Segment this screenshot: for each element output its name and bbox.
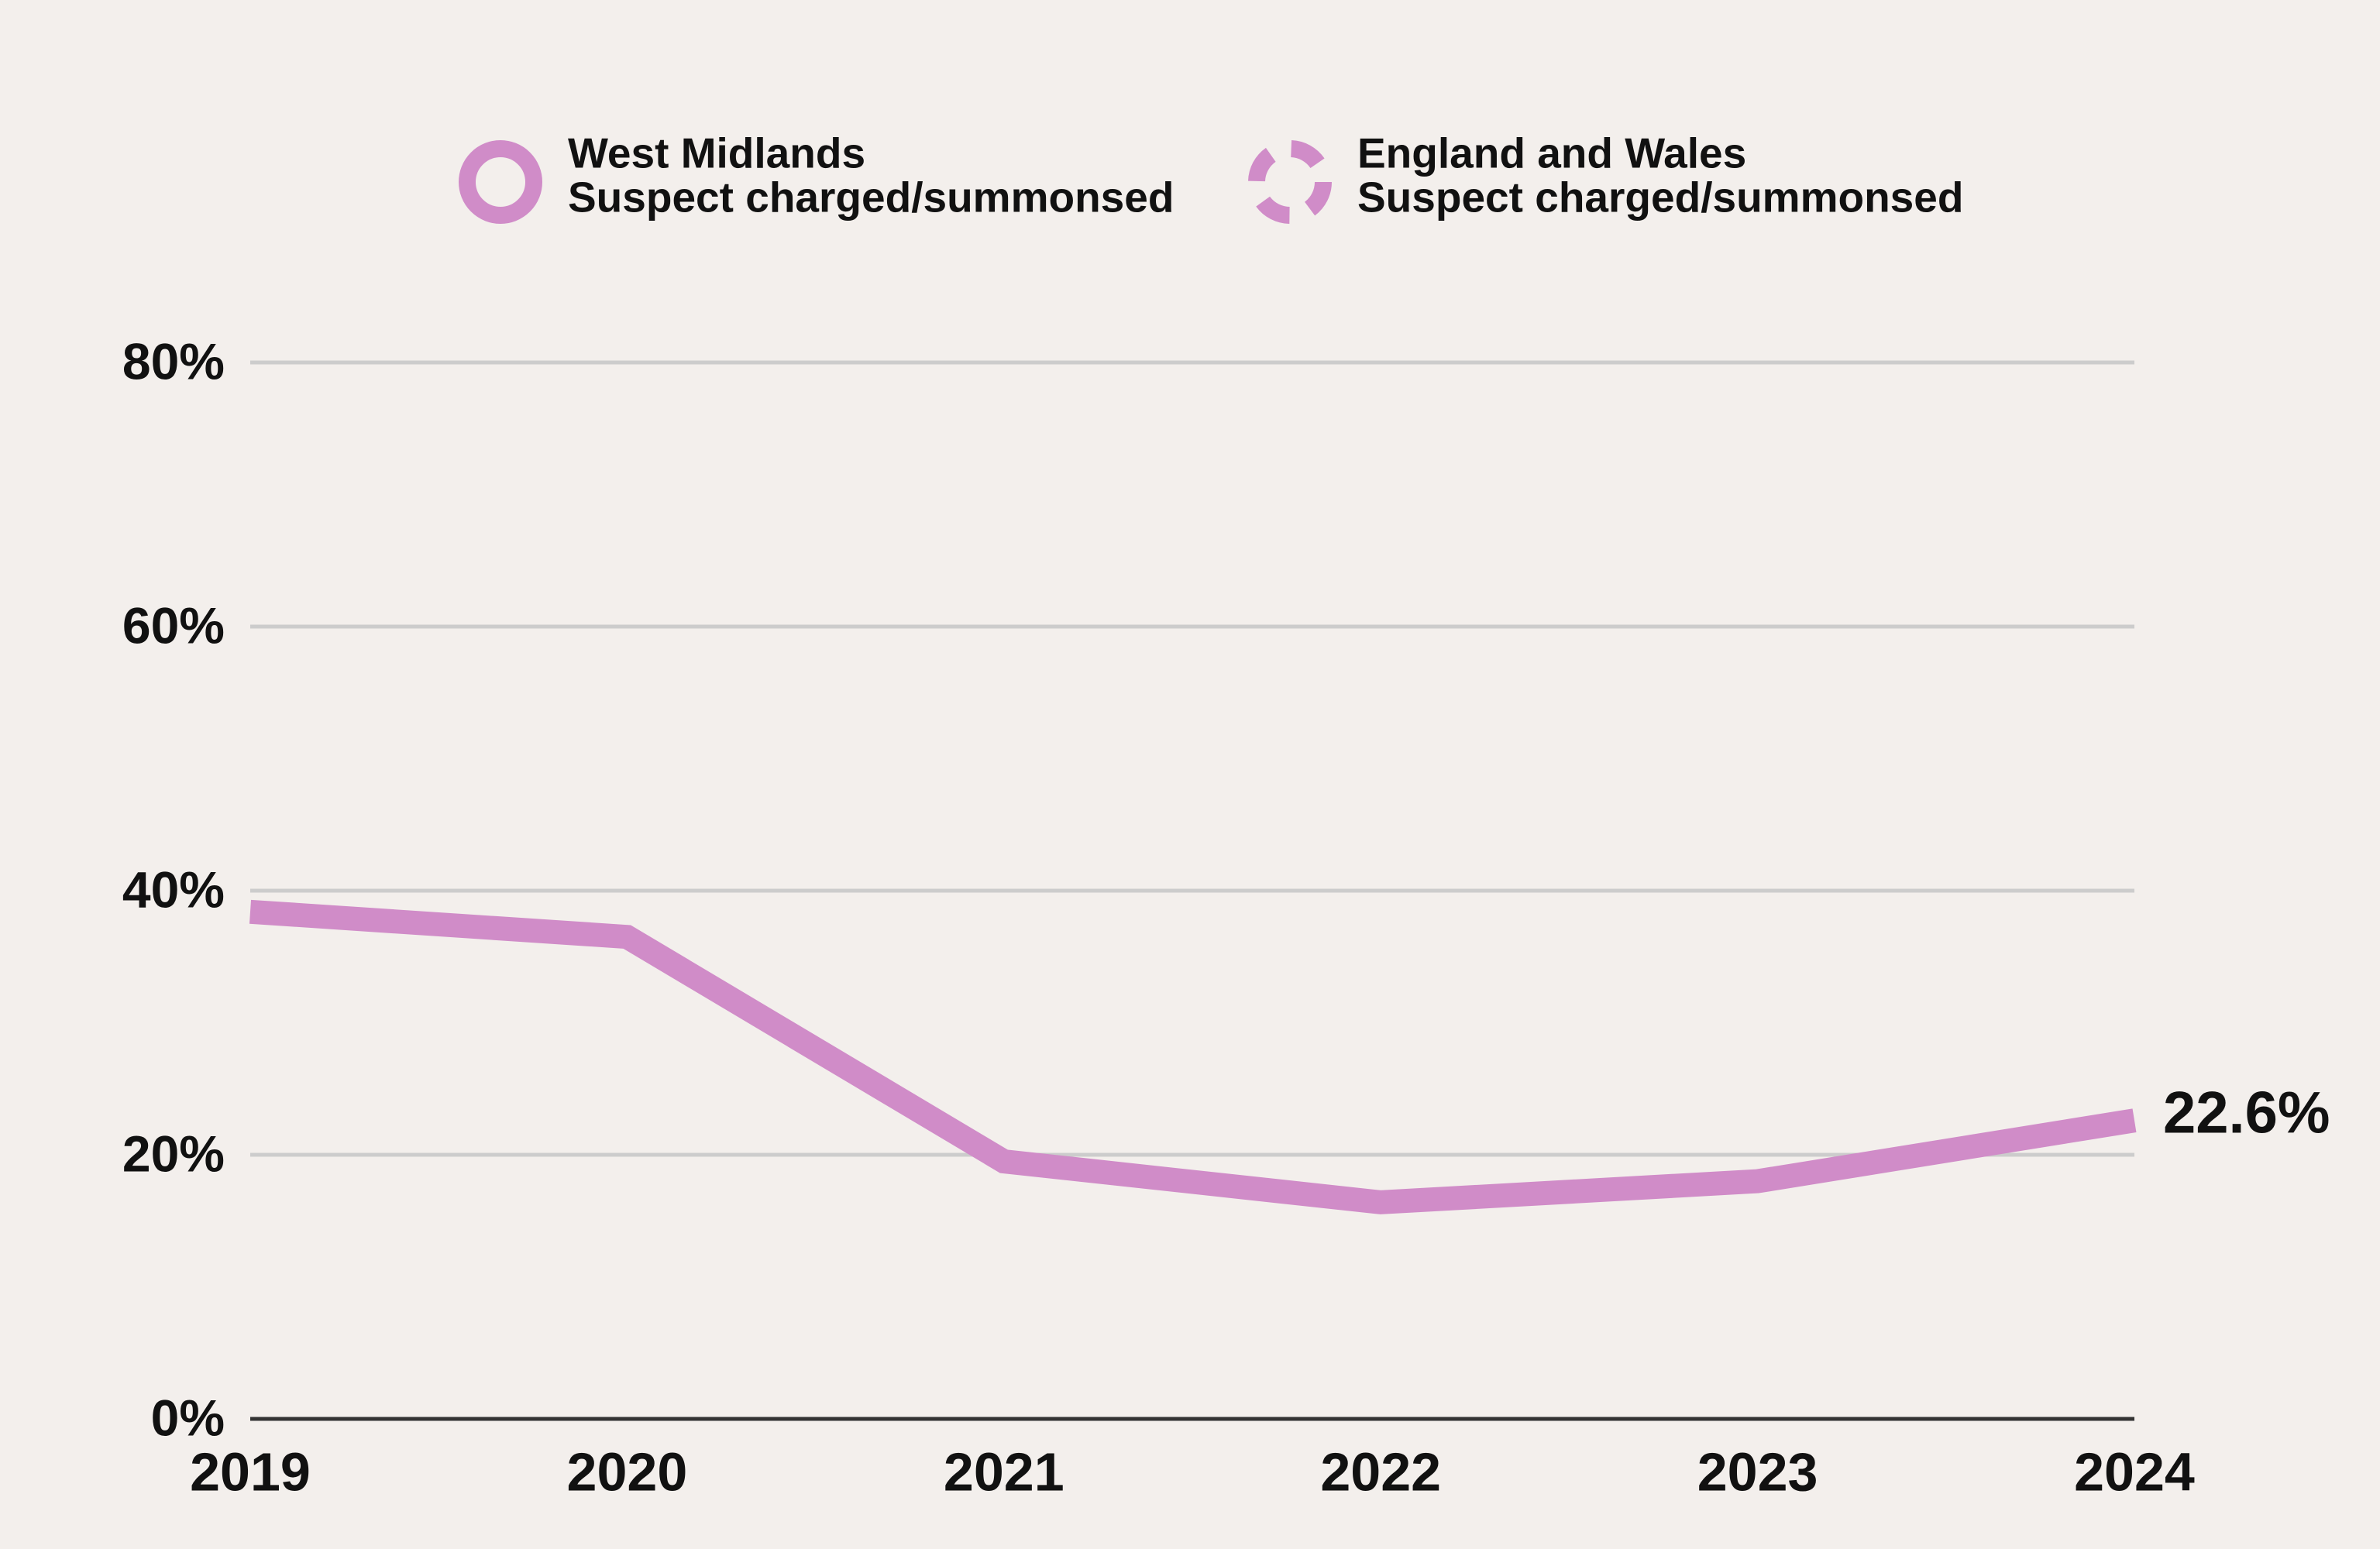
y-tick-label: 40%: [122, 860, 225, 918]
legend-label: Suspect charged/summonsed: [1357, 173, 1963, 222]
y-tick-label: 80%: [122, 332, 225, 390]
y-tick-label: 0%: [151, 1389, 225, 1446]
series-line: [249, 899, 2137, 1214]
legend-label: Suspect charged/summonsed: [568, 173, 1174, 222]
legend-label: England and Wales: [1357, 129, 1746, 177]
x-tick-label: 2023: [1697, 1441, 1818, 1502]
x-tick-label: 2022: [1320, 1441, 1441, 1502]
x-tick-label: 2020: [567, 1441, 688, 1502]
x-tick-label: 2019: [190, 1441, 311, 1502]
legend-swatch: [1248, 140, 1332, 224]
x-tick-label: 2024: [2074, 1441, 2195, 1502]
x-tick-label: 2021: [944, 1441, 1064, 1502]
y-tick-label: 60%: [122, 596, 225, 654]
legend-swatch: [459, 140, 542, 224]
legend-label: West Midlands: [568, 129, 865, 177]
y-tick-label: 20%: [122, 1125, 225, 1182]
value-label: 22.6%: [2163, 1080, 2330, 1146]
